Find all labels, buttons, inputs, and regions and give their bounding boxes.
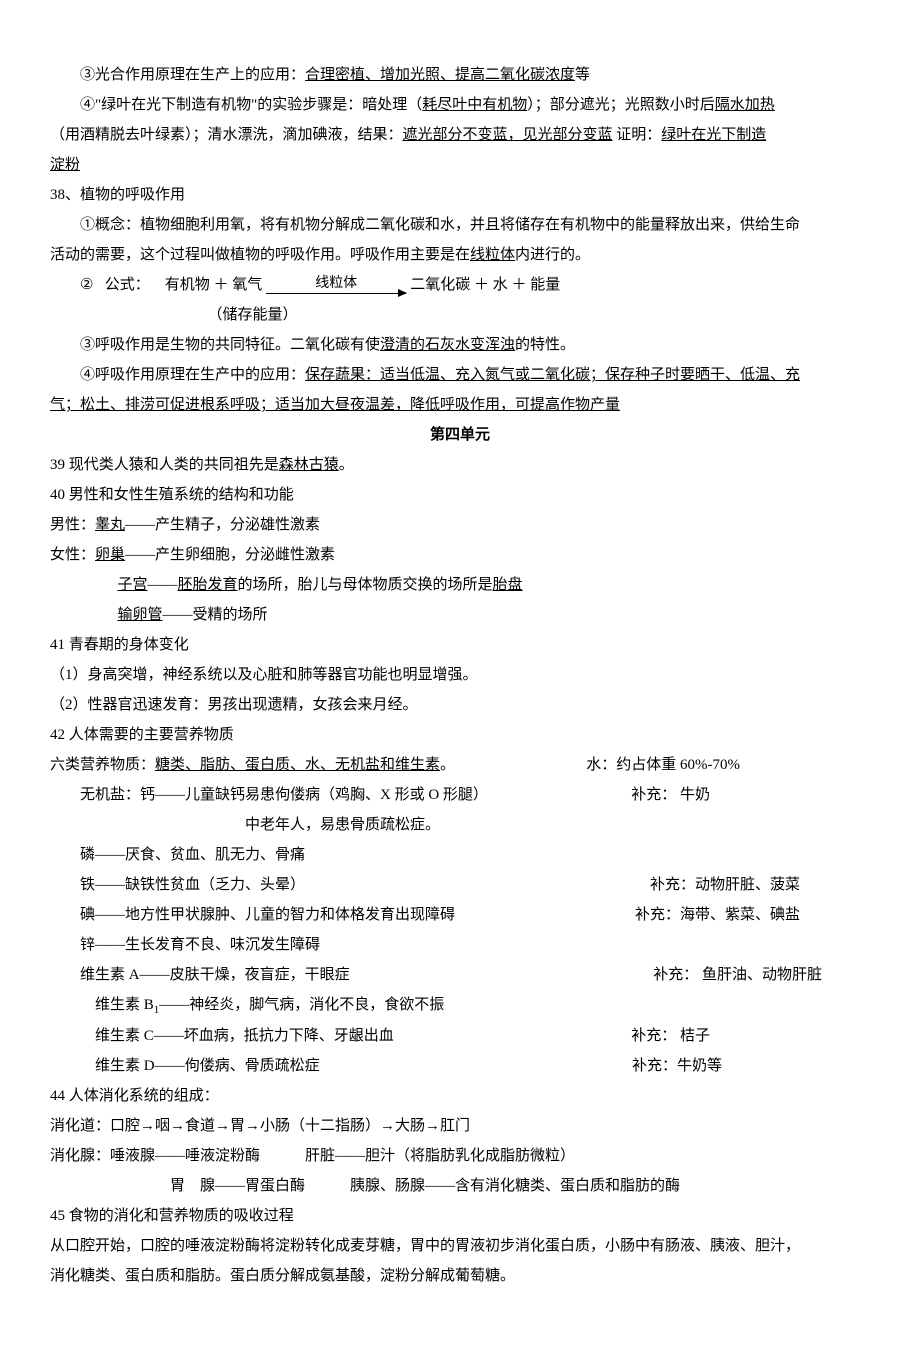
para-female-1: 女性：卵巢——产生卵细胞，分泌雌性激素: [50, 540, 870, 570]
para-experiment-2: （用酒精脱去叶绿素）；清水漂洗，滴加碘液，结果：遮光部分不变蓝，见光部分变蓝 证…: [50, 120, 870, 150]
para-female-3: 输卵管——受精的场所: [50, 600, 870, 630]
para-experiment-3: 淀粉: [50, 150, 870, 180]
para-41-2: （2）性器官迅速发育：男孩出现遗精，女孩会来月经。: [50, 690, 870, 720]
heading-44: 44 人体消化系统的组成：: [50, 1081, 870, 1111]
row-vitc: 维生素 C——坏血病，抵抗力下降、牙龈出血补充： 桔子: [50, 1021, 870, 1051]
para-photosynthesis-app: ③光合作用原理在生产上的应用：合理密植、增加光照、提高二氧化碳浓度等: [50, 60, 870, 90]
row-calcium: 无机盐：钙——儿童缺钙易患佝偻病（鸡胸、X 形或 O 形腿）补充： 牛奶: [50, 780, 870, 810]
heading-38: 38、植物的呼吸作用: [50, 180, 870, 210]
formula-note: （储存能量）: [50, 300, 870, 330]
para-42-intro: 六类营养物质：糖类、脂肪、蛋白质、水、无机盐和维生素。 水：约占体重 60%-7…: [50, 750, 870, 780]
row-vita: 维生素 A——皮肤干燥，夜盲症，干眼症补充： 鱼肝油、动物肝脏: [50, 960, 870, 990]
para-experiment-1: ④"绿叶在光下制造有机物"的实验步骤是：暗处理（耗尽叶中有机物）；部分遮光；光照…: [50, 90, 870, 120]
row-zinc: 锌——生长发育不良、味沉发生障碍: [50, 930, 870, 960]
para-45-a: 从口腔开始，口腔的唾液淀粉酶将淀粉转化成麦芽糖，胃中的胃液初步消化蛋白质，小肠中…: [50, 1231, 870, 1261]
unit-title: 第四单元: [50, 420, 870, 450]
para-resp-3: ③呼吸作用是生物的共同特征。二氧化碳有使澄清的石灰水变浑浊的特性。: [50, 330, 870, 360]
row-iodine: 碘——地方性甲状腺肿、儿童的智力和体格发育出现障碍补充：海带、紫菜、碘盐: [50, 900, 870, 930]
para-female-2: 子宫——胚胎发育的场所，胎儿与母体物质交换的场所是胎盘: [50, 570, 870, 600]
para-male: 男性：睾丸——产生精子，分泌雄性激素: [50, 510, 870, 540]
heading-41: 41 青春期的身体变化: [50, 630, 870, 660]
row-vitb: 维生素 B1——神经炎，脚气病，消化不良，食欲不振: [50, 990, 870, 1021]
para-resp-2: 活动的需要，这个过程叫做植物的呼吸作用。呼吸作用主要是在线粒体内进行的。: [50, 240, 870, 270]
row-phos: 磷——厌食、贫血、肌无力、骨痛: [50, 840, 870, 870]
formula-respiration: ② 公式： 有机物 ＋ 氧气 线粒体 二氧化碳 ＋ 水 ＋ 能量: [50, 270, 870, 300]
para-41-1: （1）身高突增，神经系统以及心脏和肺等器官功能也明显增强。: [50, 660, 870, 690]
para-39: 39 现代类人猿和人类的共同祖先是森林古猿。: [50, 450, 870, 480]
row-vitd: 维生素 D——佝偻病、骨质疏松症补充：牛奶等: [50, 1051, 870, 1081]
arrow-icon: 线粒体: [266, 276, 406, 294]
para-45-b: 消化糖类、蛋白质和脂肪。蛋白质分解成氨基酸，淀粉分解成葡萄糖。: [50, 1261, 870, 1291]
row-iron: 铁——缺铁性贫血（乏力、头晕）补充：动物肝脏、菠菜: [50, 870, 870, 900]
para-44-a: 消化道：口腔→咽→食道→胃→小肠（十二指肠）→大肠→肛门: [50, 1111, 870, 1141]
row-calcium-b: 中老年人，易患骨质疏松症。: [50, 810, 870, 840]
para-44-c: 胃 腺——胃蛋白酶 胰腺、肠腺——含有消化糖类、蛋白质和脂肪的酶: [50, 1171, 870, 1201]
para-resp-1: ①概念：植物细胞利用氧，将有机物分解成二氧化碳和水，并且将储存在有机物中的能量释…: [50, 210, 870, 240]
heading-42: 42 人体需要的主要营养物质: [50, 720, 870, 750]
para-resp-5: 气；松土、排涝可促进根系呼吸；适当加大昼夜温差，降低呼吸作用，可提高作物产量: [50, 390, 870, 420]
para-resp-4: ④呼吸作用原理在生产中的应用：保存蔬果：适当低温、充入氮气或二氧化碳；保存种子时…: [50, 360, 870, 390]
heading-45: 45 食物的消化和营养物质的吸收过程: [50, 1201, 870, 1231]
heading-40: 40 男性和女性生殖系统的结构和功能: [50, 480, 870, 510]
para-44-b: 消化腺：唾液腺——唾液淀粉酶 肝脏——胆汁（将脂肪乳化成脂肪微粒）: [50, 1141, 870, 1171]
